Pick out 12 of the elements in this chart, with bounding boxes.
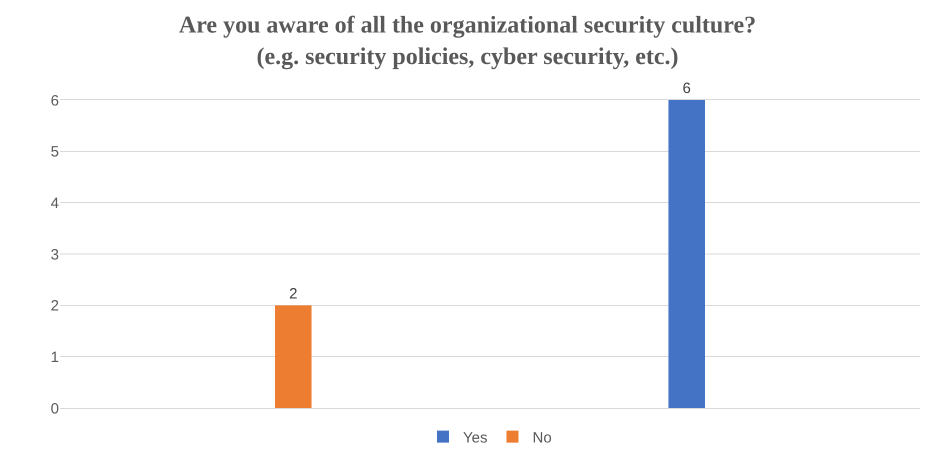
y-tick-label: 2 bbox=[50, 298, 59, 315]
y-tick-label: 1 bbox=[50, 348, 59, 366]
y-tick-label: 6 bbox=[50, 92, 59, 110]
data-label: 6 bbox=[682, 80, 691, 97]
chart-title: Are you aware of all the organizational security culture? (e.g. security policies, cyber security, etc.) bbox=[178, 12, 756, 70]
legend-label: Yes bbox=[463, 429, 488, 446]
y-tick-label: 4 bbox=[50, 194, 59, 212]
y-tick-label: 5 bbox=[50, 144, 59, 161]
y-tick-label: 3 bbox=[50, 246, 59, 264]
y-tick-label: 0 bbox=[50, 400, 59, 418]
data-label: 2 bbox=[289, 285, 298, 302]
legend-label: No bbox=[532, 429, 552, 446]
